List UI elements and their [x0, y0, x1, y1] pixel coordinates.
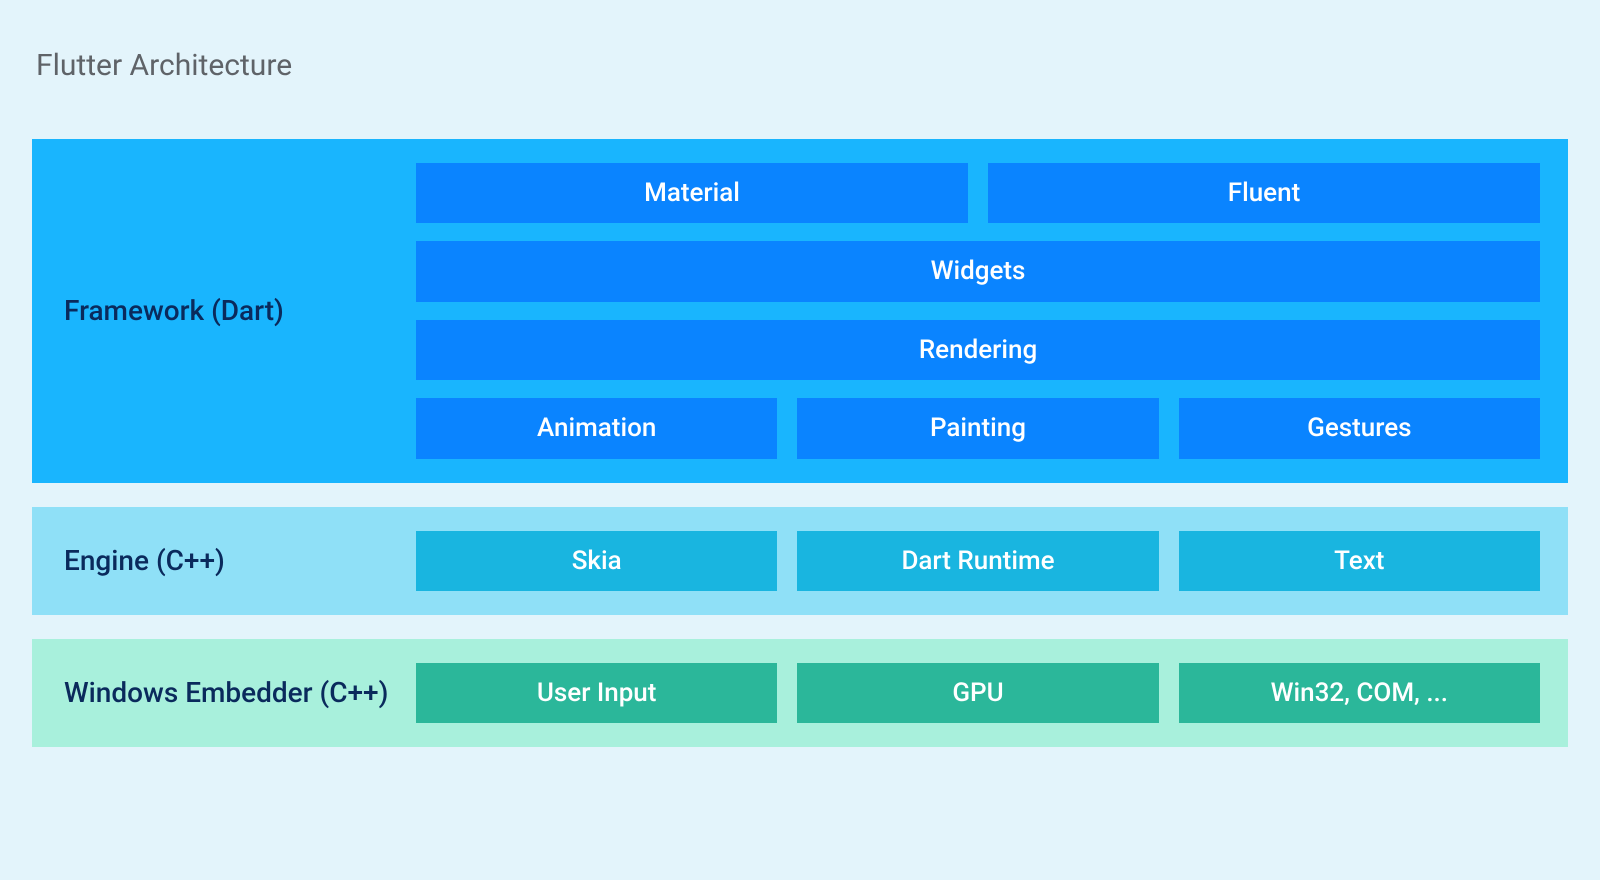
layer-embedder-content: User Input GPU Win32, COM, ... [416, 663, 1540, 723]
layer-embedder-label: Windows Embedder (C++) [56, 675, 416, 711]
framework-row-1: Widgets [416, 241, 1540, 301]
box-user-input: User Input [416, 663, 777, 723]
framework-row-0: Material Fluent [416, 163, 1540, 223]
box-gpu: GPU [797, 663, 1158, 723]
framework-row-3: Animation Painting Gestures [416, 398, 1540, 458]
box-fluent: Fluent [988, 163, 1540, 223]
box-skia: Skia [416, 531, 777, 591]
embedder-row-0: User Input GPU Win32, COM, ... [416, 663, 1540, 723]
layer-embedder: Windows Embedder (C++) User Input GPU Wi… [32, 639, 1568, 747]
framework-row-2: Rendering [416, 320, 1540, 380]
box-painting: Painting [797, 398, 1158, 458]
layer-engine-label: Engine (C++) [56, 543, 416, 579]
box-win32: Win32, COM, ... [1179, 663, 1540, 723]
box-text: Text [1179, 531, 1540, 591]
box-dart-runtime: Dart Runtime [797, 531, 1158, 591]
box-gestures: Gestures [1179, 398, 1540, 458]
box-animation: Animation [416, 398, 777, 458]
layer-engine-content: Skia Dart Runtime Text [416, 531, 1540, 591]
layer-framework-label: Framework (Dart) [56, 293, 416, 329]
box-rendering: Rendering [416, 320, 1540, 380]
layer-framework: Framework (Dart) Material Fluent Widgets… [32, 139, 1568, 483]
box-widgets: Widgets [416, 241, 1540, 301]
engine-row-0: Skia Dart Runtime Text [416, 531, 1540, 591]
layer-engine: Engine (C++) Skia Dart Runtime Text [32, 507, 1568, 615]
layer-framework-content: Material Fluent Widgets Rendering Animat… [416, 163, 1540, 459]
diagram-title: Flutter Architecture [36, 48, 1568, 83]
box-material: Material [416, 163, 968, 223]
layers-container: Framework (Dart) Material Fluent Widgets… [32, 139, 1568, 747]
